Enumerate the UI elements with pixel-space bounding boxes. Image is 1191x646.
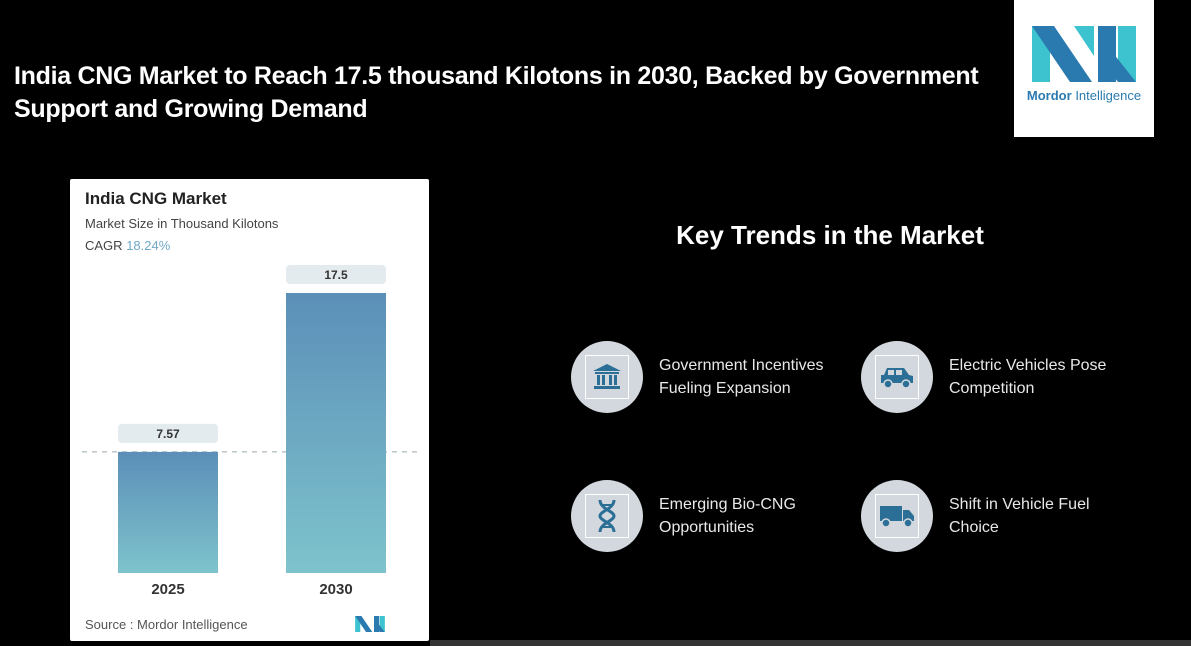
- trend-icon-circle: [861, 341, 933, 413]
- car-icon: [881, 368, 913, 389]
- trend-item: Shift in Vehicle Fuel Choice: [861, 480, 1129, 552]
- value-label: 17.5: [324, 268, 348, 282]
- truck-icon: [880, 506, 914, 528]
- source-note: Source : Mordor Intelligence: [85, 617, 248, 632]
- trend-label: Emerging Bio-CNG Opportunities: [659, 496, 796, 536]
- brand-logo: Mordor Intelligence: [1014, 0, 1154, 137]
- trend-item: Government Incentives Fueling Expansion: [571, 341, 839, 413]
- mordor-logo-icon: [1032, 26, 1136, 82]
- chart-title: India CNG Market: [85, 189, 227, 208]
- bank-icon: [593, 364, 621, 389]
- value-label: 7.57: [156, 427, 180, 441]
- x-tick-label: 2025: [151, 581, 184, 598]
- headline: India CNG Market to Reach 17.5 thousand …: [14, 62, 979, 123]
- trend-label: Shift in Vehicle Fuel Choice: [949, 496, 1090, 536]
- brand-name: Mordor Intelligence: [1014, 88, 1154, 103]
- bar-2030: [286, 293, 386, 573]
- trend-icon-circle: [571, 480, 643, 552]
- brand-name-light: Intelligence: [1075, 88, 1142, 103]
- trend-item: Emerging Bio-CNG Opportunities: [571, 480, 839, 552]
- trend-icon-circle: [571, 341, 643, 413]
- trend-label: Electric Vehicles Pose Competition: [949, 357, 1107, 397]
- value-label-bg: [118, 423, 218, 443]
- brand-name-bold: Mordor: [1026, 88, 1072, 103]
- bar-chart: 7.57 2025 17.5 2030: [82, 265, 420, 598]
- mini-logo-icon: [355, 616, 385, 632]
- cagr: CAGR 18.24%: [85, 238, 170, 253]
- cagr-value: 18.24%: [126, 238, 171, 253]
- x-tick-label: 2030: [319, 581, 352, 598]
- trend-icon-box: [875, 355, 919, 399]
- trend-icon-box: [585, 494, 629, 538]
- chart-subtitle: Market Size in Thousand Kilotons: [85, 216, 279, 231]
- trend-icon-circle: [861, 480, 933, 552]
- trend-icon-box: [585, 355, 629, 399]
- trends-title: Key Trends in the Market: [676, 220, 984, 250]
- bottom-strip: [430, 640, 1191, 646]
- dna-icon: [598, 499, 616, 533]
- trend-icon-box: [875, 494, 919, 538]
- value-label-bg: [286, 265, 386, 284]
- bar-2025: [118, 451, 218, 573]
- chart-card: India CNG Market Market Size in Thousand…: [70, 179, 429, 641]
- cagr-label: CAGR: [85, 238, 123, 253]
- trend-label: Government Incentives Fueling Expansion: [659, 357, 824, 397]
- trend-item: Electric Vehicles Pose Competition: [861, 341, 1129, 413]
